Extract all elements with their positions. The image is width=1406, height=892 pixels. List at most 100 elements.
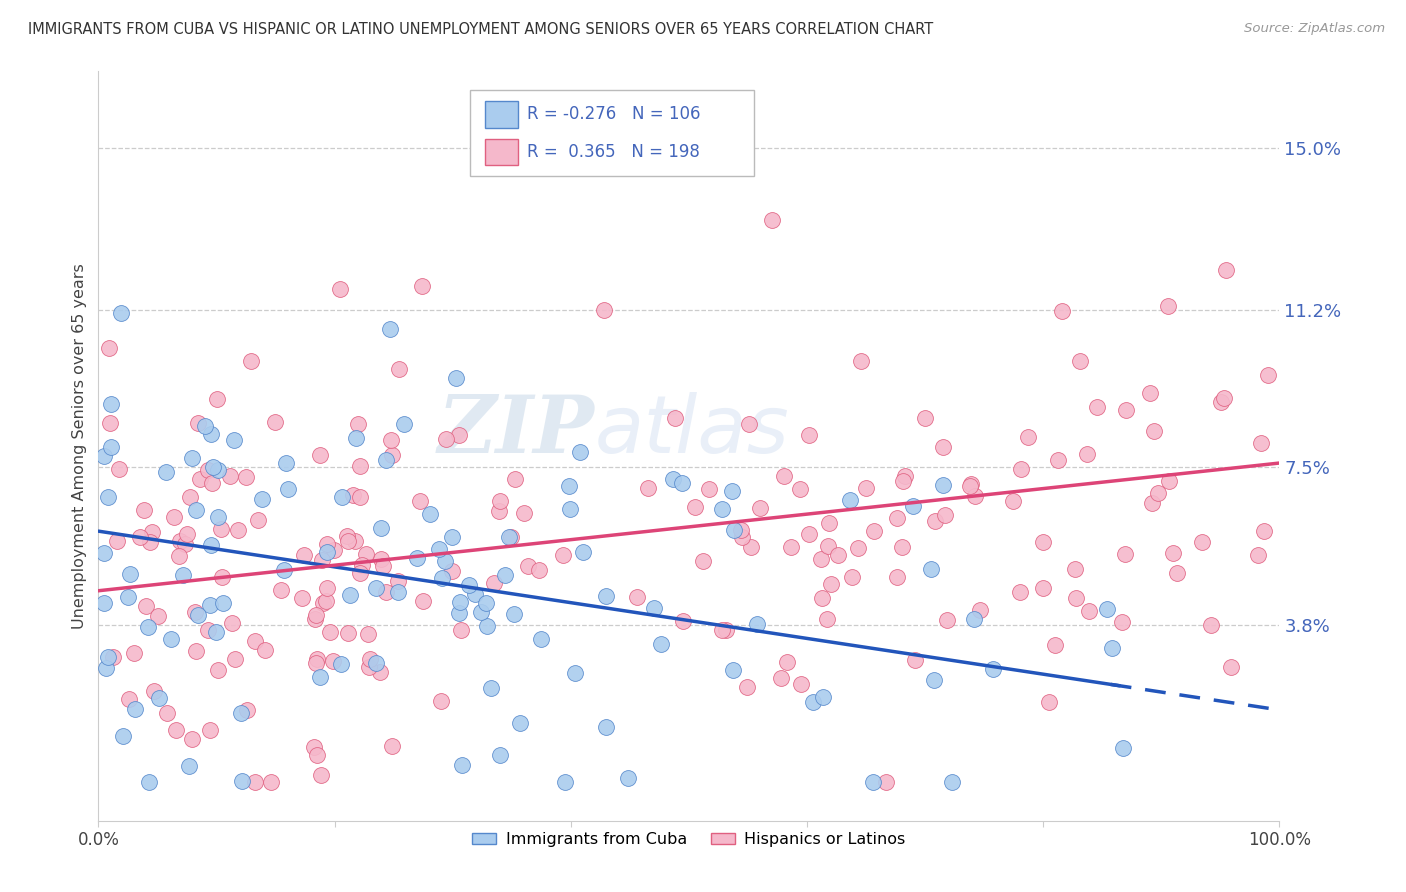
Point <box>1220 660 1243 674</box>
Point <box>100 441 122 455</box>
Point <box>332 491 354 505</box>
Point <box>457 578 479 592</box>
Point <box>374 585 396 599</box>
Point <box>304 612 326 626</box>
Point <box>593 303 616 318</box>
Point <box>165 723 187 737</box>
Text: atlas: atlas <box>595 392 789 470</box>
Point <box>941 775 963 789</box>
Point <box>818 516 841 530</box>
Point <box>419 508 441 522</box>
Point <box>105 533 128 548</box>
Point <box>291 591 314 605</box>
Point <box>474 596 496 610</box>
Point <box>464 587 486 601</box>
Point <box>93 449 115 463</box>
Point <box>120 566 142 581</box>
Point <box>509 715 531 730</box>
Point <box>177 759 200 773</box>
Point <box>236 704 259 718</box>
Point <box>721 484 744 499</box>
Point <box>344 533 367 548</box>
Point <box>371 559 394 574</box>
Point <box>637 481 659 495</box>
Point <box>886 570 908 584</box>
Point <box>197 623 219 637</box>
Point <box>307 651 329 665</box>
Point <box>211 570 233 584</box>
Point <box>626 590 648 604</box>
Point <box>134 599 156 613</box>
Point <box>315 594 337 608</box>
Text: R = -0.276   N = 106: R = -0.276 N = 106 <box>527 105 700 123</box>
Point <box>1032 581 1054 595</box>
Point <box>932 478 955 492</box>
Point <box>662 471 685 485</box>
Point <box>1115 403 1137 417</box>
Point <box>98 416 121 430</box>
Point <box>1147 486 1170 500</box>
Point <box>924 514 946 528</box>
Point <box>224 652 246 666</box>
Point <box>118 692 141 706</box>
Point <box>141 524 163 539</box>
Point <box>347 417 370 432</box>
Point <box>270 583 292 598</box>
Point <box>93 596 115 610</box>
Point <box>273 563 295 577</box>
Point <box>148 609 170 624</box>
Point <box>97 649 120 664</box>
Point <box>342 488 364 502</box>
Point <box>202 460 225 475</box>
Point <box>849 354 872 368</box>
Point <box>160 632 183 646</box>
Point <box>392 417 415 431</box>
Point <box>1047 452 1070 467</box>
Point <box>886 511 908 525</box>
Point <box>336 626 359 640</box>
Point <box>891 474 914 488</box>
Point <box>1114 547 1136 561</box>
Point <box>124 646 146 660</box>
Point <box>378 322 401 336</box>
Point <box>1064 562 1087 576</box>
Point <box>1161 546 1184 560</box>
Point <box>218 469 240 483</box>
Point <box>264 415 287 429</box>
Point <box>440 564 463 578</box>
Point <box>188 472 211 486</box>
Point <box>936 613 959 627</box>
Point <box>875 775 897 789</box>
FancyBboxPatch shape <box>471 90 754 177</box>
Point <box>163 509 186 524</box>
Point <box>672 614 695 628</box>
Point <box>229 706 252 720</box>
Point <box>292 549 315 563</box>
Point <box>357 626 380 640</box>
Point <box>180 731 202 746</box>
Point <box>1246 548 1268 562</box>
Point <box>488 504 510 518</box>
Point <box>776 655 799 669</box>
Point <box>366 656 388 670</box>
Point <box>1008 585 1031 599</box>
Point <box>664 410 686 425</box>
Point <box>517 559 540 574</box>
Point <box>1157 299 1180 313</box>
Point <box>1139 385 1161 400</box>
Point <box>307 747 329 762</box>
Point <box>749 501 772 516</box>
Point <box>1069 353 1091 368</box>
Point <box>231 773 253 788</box>
Point <box>761 212 783 227</box>
Point <box>211 596 233 610</box>
Point <box>245 775 267 789</box>
Point <box>959 479 981 493</box>
Point <box>569 445 592 459</box>
Point <box>434 432 457 446</box>
Point <box>1143 424 1166 438</box>
Point <box>387 585 409 599</box>
Point <box>1257 368 1279 382</box>
Point <box>1032 535 1054 549</box>
Point <box>197 462 219 476</box>
